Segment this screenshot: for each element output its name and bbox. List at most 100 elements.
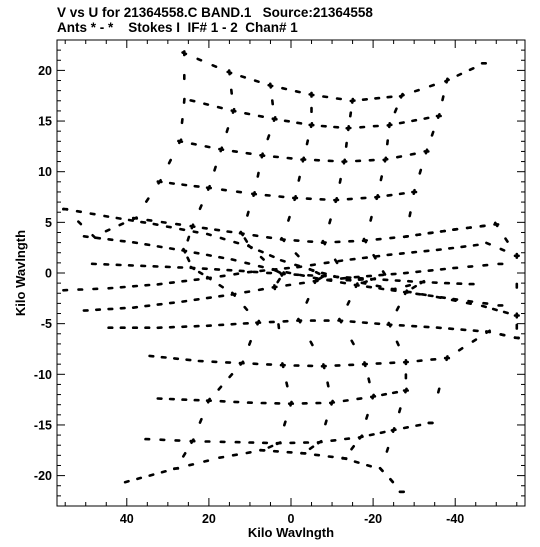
uv-point — [275, 441, 282, 446]
uv-point — [282, 420, 287, 427]
uv-point — [387, 321, 392, 328]
uv-point — [322, 363, 326, 370]
uv-point — [418, 168, 423, 175]
uv-point — [252, 234, 259, 238]
uv-point — [320, 271, 327, 276]
uv-point — [305, 139, 310, 146]
uv-point — [313, 278, 318, 285]
uv-point — [205, 296, 212, 300]
uv-point — [314, 270, 321, 276]
uv-point — [186, 235, 191, 242]
uv-point — [316, 276, 323, 281]
uv-point — [275, 269, 282, 275]
uv-point — [244, 261, 251, 265]
uv-point — [160, 220, 167, 224]
uv-point — [280, 271, 286, 277]
uv-point — [485, 329, 491, 335]
uv-point — [175, 222, 182, 226]
uv-point — [439, 295, 447, 300]
uv-point — [146, 218, 153, 222]
uv-point — [321, 239, 327, 246]
uv-point — [372, 253, 377, 260]
uv-point — [285, 270, 292, 275]
uv-point — [235, 190, 243, 194]
uv-point — [428, 83, 436, 88]
uv-point — [216, 105, 223, 110]
uv-point — [231, 291, 236, 297]
uv-point — [493, 221, 499, 228]
uv-point — [346, 299, 351, 306]
uv-point — [363, 361, 367, 368]
y-tick-label: 5 — [45, 216, 52, 230]
uv-point — [190, 142, 197, 146]
uv-point — [240, 75, 247, 79]
uv-point — [228, 372, 234, 379]
uv-point — [156, 245, 163, 249]
uv-point — [308, 267, 315, 273]
uv-point — [460, 245, 467, 249]
uv-point — [456, 72, 463, 77]
uv-point — [205, 253, 212, 257]
uv-point — [305, 297, 310, 304]
y-tick-label: -5 — [41, 317, 52, 331]
x-tick-label: 40 — [120, 512, 134, 526]
y-tick-label: 0 — [45, 267, 52, 281]
uv-point — [362, 237, 368, 244]
uv-point — [404, 387, 408, 394]
uv-point — [399, 92, 404, 99]
uv-point — [219, 274, 226, 278]
uv-point — [204, 145, 211, 149]
uv-point — [294, 252, 300, 258]
uv-point — [206, 397, 211, 404]
uv-point — [409, 152, 416, 156]
uv-point — [136, 476, 143, 481]
uv-point — [239, 230, 244, 237]
x-tick-label: -40 — [446, 512, 464, 526]
uv-point — [168, 181, 175, 185]
uv-point — [243, 237, 249, 243]
uv-point — [219, 146, 224, 153]
uv-point — [342, 158, 347, 165]
uv-point — [379, 175, 384, 182]
uv-point — [186, 256, 191, 263]
uv-point — [378, 287, 385, 291]
chart-subtitle: Ants * - * Stokes I IF# 1 - 2 Chan# 1 — [57, 20, 298, 35]
uv-point — [156, 282, 163, 286]
uv-point — [452, 297, 459, 301]
uv-point — [205, 232, 212, 237]
uv-point — [479, 224, 486, 228]
uv-point — [333, 258, 339, 265]
uv-point — [395, 305, 400, 312]
uv-point — [230, 258, 237, 262]
uv-point — [393, 107, 398, 114]
uv-point — [233, 272, 240, 276]
uv-point — [285, 381, 289, 388]
uv-point — [225, 127, 230, 134]
uv-point — [213, 165, 217, 172]
uv-point — [365, 463, 373, 468]
uv-point — [281, 362, 285, 369]
uv-point — [95, 236, 102, 240]
uv-point — [413, 88, 420, 93]
uv-point — [206, 275, 212, 281]
y-tick-label: -15 — [34, 418, 52, 432]
x-tick-label: 0 — [288, 512, 295, 526]
uv-point — [404, 283, 412, 288]
uv-point — [206, 184, 211, 191]
uv-point — [297, 317, 302, 324]
uv-point — [502, 310, 509, 315]
uv-point — [218, 283, 224, 289]
uv-point — [427, 294, 434, 298]
uv-point — [338, 317, 343, 324]
uv-point — [415, 292, 422, 296]
uv-point — [281, 86, 288, 91]
uv-point — [257, 287, 265, 292]
uv-point — [309, 122, 314, 129]
y-tick-label: 10 — [38, 165, 52, 179]
uv-point — [233, 240, 240, 245]
uv-point — [283, 119, 291, 123]
uv-point — [131, 241, 139, 245]
uv-point — [247, 244, 253, 250]
uv-point — [201, 226, 208, 230]
uv-point — [326, 381, 330, 388]
